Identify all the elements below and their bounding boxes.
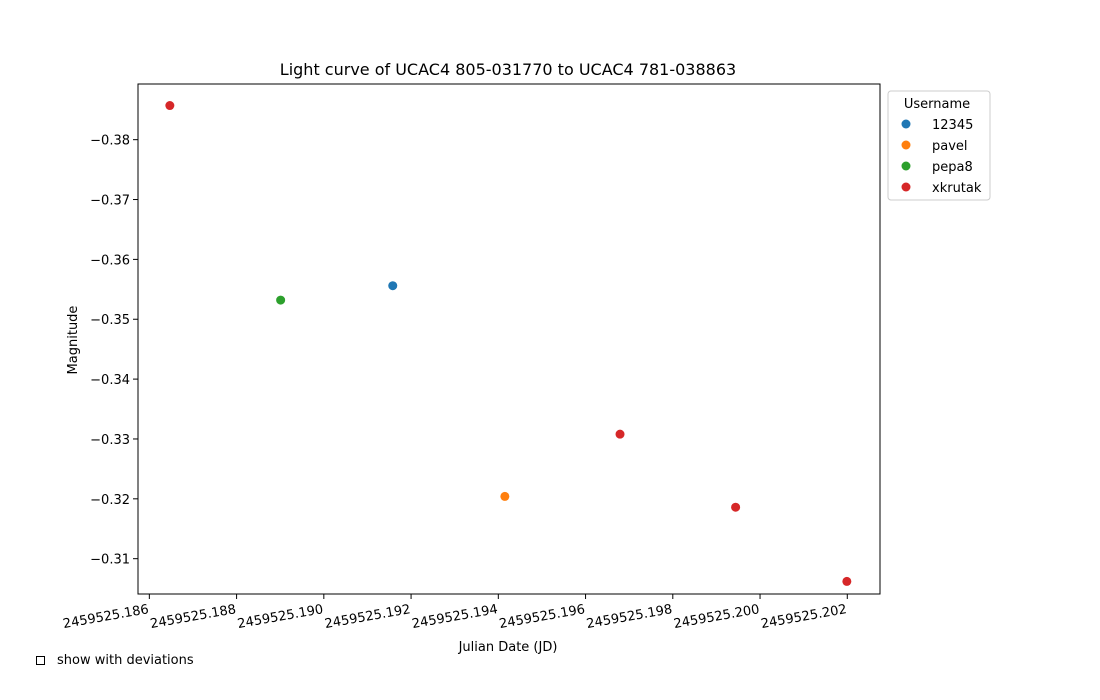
y-tick-label: −0.37 — [90, 194, 130, 209]
x-axis: 2459525.186 2459525.188 2459525.190 2459525… — [62, 594, 848, 632]
x-tick-label: 2459525.190 — [236, 602, 324, 632]
x-axis-label: Julian Date (JD) — [458, 640, 558, 655]
data-points — [165, 101, 852, 586]
x-tick-label: 2459525.196 — [498, 602, 586, 632]
legend-marker — [901, 161, 911, 171]
y-tick-label: −0.31 — [90, 553, 130, 568]
y-tick-label: −0.35 — [90, 313, 130, 328]
deviations-checkbox[interactable] — [36, 656, 45, 665]
data-point-pepa8 — [276, 295, 286, 305]
show-deviations-toggle[interactable]: show with deviations — [36, 653, 194, 668]
data-point-xkrutak — [842, 576, 852, 586]
y-tick-label: −0.32 — [90, 493, 130, 508]
data-point-xkrutak — [165, 101, 175, 111]
data-point-pavel — [500, 491, 510, 501]
y-axis: −0.38 −0.37 −0.36 −0.35 −0.34 −0.33 −0.32 −0.31 — [90, 134, 138, 568]
chart-title: Light curve of UCAC4 805-031770 to UCAC4… — [280, 60, 736, 79]
legend-box — [887, 90, 991, 201]
legend-entry: 12345 — [932, 118, 973, 133]
legend-entry: pepa8 — [932, 160, 973, 175]
legend-marker — [901, 182, 911, 192]
deviations-label: show with deviations — [57, 653, 194, 668]
plot-area — [137, 83, 881, 595]
y-tick-label: −0.33 — [90, 433, 130, 448]
y-tick-label: −0.38 — [90, 134, 130, 149]
legend-marker — [901, 140, 911, 150]
x-tick-label: 2459525.198 — [585, 602, 673, 632]
y-tick-label: −0.34 — [90, 373, 130, 388]
legend-marker — [901, 119, 911, 129]
x-tick-label: 2459525.202 — [760, 602, 848, 632]
x-tick-label: 2459525.194 — [411, 602, 499, 632]
x-tick-label: 2459525.188 — [149, 602, 237, 632]
legend-entry: pavel — [932, 139, 968, 154]
legend: Username 12345 pavel pepa8 xkrutak — [887, 90, 991, 201]
x-tick-label: 2459525.186 — [62, 602, 150, 632]
legend-title: Username — [904, 97, 970, 112]
data-point-12345 — [388, 281, 398, 291]
data-point-xkrutak — [615, 429, 625, 439]
y-tick-label: −0.36 — [90, 253, 130, 268]
y-axis-label: Magnitude — [66, 306, 81, 375]
x-tick-label: 2459525.192 — [324, 602, 412, 632]
legend-entry: xkrutak — [932, 181, 982, 196]
x-tick-label: 2459525.200 — [673, 602, 761, 632]
data-point-xkrutak — [731, 502, 741, 512]
